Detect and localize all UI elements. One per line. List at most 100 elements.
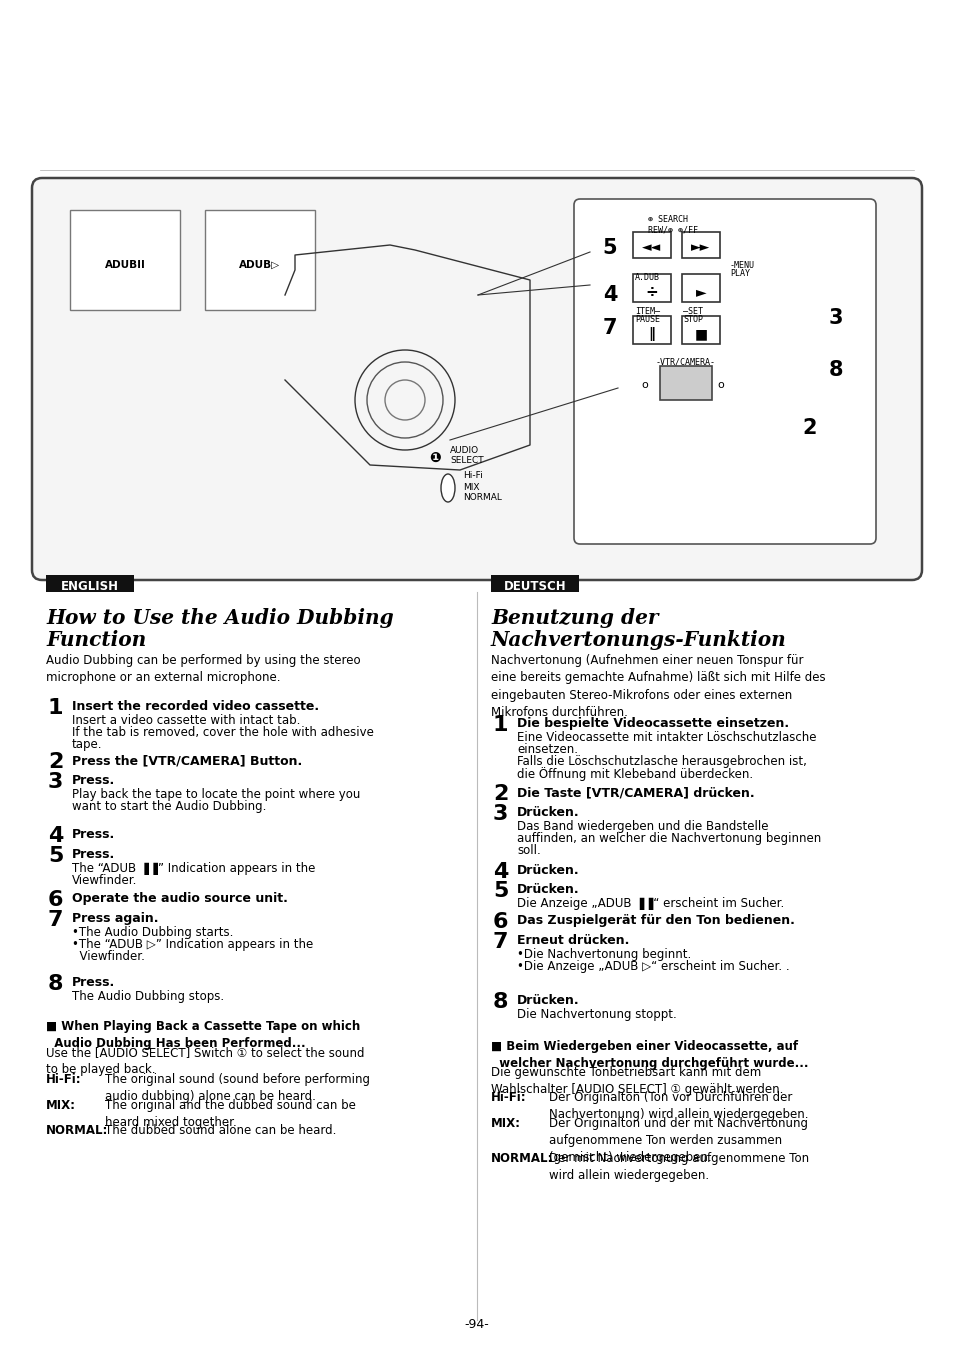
Text: Play back the tape to locate the point where you: Play back the tape to locate the point w… — [71, 789, 360, 801]
Text: ❶: ❶ — [429, 452, 440, 465]
Text: Press again.: Press again. — [71, 913, 158, 925]
Text: ⊛ SEARCH: ⊛ SEARCH — [647, 216, 687, 225]
Text: 5: 5 — [493, 882, 508, 900]
Bar — [681, 315, 720, 344]
Text: Operate the audio source unit.: Operate the audio source unit. — [71, 892, 288, 905]
Bar — [681, 232, 720, 257]
Text: Audio Dubbing can be performed by using the stereo
microphone or an external mic: Audio Dubbing can be performed by using … — [46, 654, 360, 685]
Text: Hi-Fi:: Hi-Fi: — [491, 1091, 526, 1104]
Text: The Audio Dubbing stops.: The Audio Dubbing stops. — [71, 989, 224, 1003]
Text: Function: Function — [46, 630, 146, 650]
Text: AUDIO
SELECT: AUDIO SELECT — [450, 446, 483, 465]
Bar — [659, 367, 711, 400]
Text: The “ADUB ▐▐” Indication appears in the: The “ADUB ▐▐” Indication appears in the — [71, 861, 315, 875]
Text: •The “ADUB ▷” Indication appears in the: •The “ADUB ▷” Indication appears in the — [71, 938, 313, 950]
Text: Viewfinder.: Viewfinder. — [71, 874, 137, 887]
Text: 5: 5 — [602, 239, 617, 257]
Text: MIX: MIX — [462, 483, 479, 492]
Text: ITEM—: ITEM— — [635, 306, 659, 315]
Text: -MENU: -MENU — [729, 260, 754, 270]
Text: PLAY: PLAY — [729, 270, 749, 279]
Text: Der Originalton (Ton vor Durchführen der
Nachvertonung) wird allein wiedergegebe: Der Originalton (Ton vor Durchführen der… — [548, 1091, 807, 1122]
Text: 8: 8 — [48, 975, 64, 993]
Text: ENGLISH: ENGLISH — [61, 580, 119, 593]
Text: The original and the dubbed sound can be
heard mixed together.: The original and the dubbed sound can be… — [105, 1099, 355, 1130]
Text: 1: 1 — [48, 698, 64, 718]
Text: -94-: -94- — [464, 1318, 489, 1332]
Text: Press the [VTR/CAMERA] Button.: Press the [VTR/CAMERA] Button. — [71, 754, 302, 767]
Text: want to start the Audio Dubbing.: want to start the Audio Dubbing. — [71, 799, 266, 813]
Text: 7: 7 — [602, 318, 617, 338]
Text: ►►: ►► — [691, 241, 710, 255]
Text: 7: 7 — [493, 931, 508, 952]
Bar — [205, 210, 314, 310]
Bar — [70, 210, 180, 310]
Text: 8: 8 — [493, 992, 508, 1012]
Text: Use the [AUDIO SELECT] Switch ① to select the sound
to be played back.: Use the [AUDIO SELECT] Switch ① to selec… — [46, 1046, 364, 1076]
Text: ►: ► — [695, 284, 705, 299]
Text: Die gewünschte Tonbetriebsart kann mit dem
Wahlschalter [AUDIO SELECT] ① gewählt: Die gewünschte Tonbetriebsart kann mit d… — [491, 1066, 782, 1096]
Text: 6: 6 — [493, 913, 508, 931]
Ellipse shape — [440, 474, 455, 501]
Text: STOP: STOP — [682, 314, 702, 324]
Text: Insert a video cassette with intact tab.: Insert a video cassette with intact tab. — [71, 714, 300, 727]
Text: o: o — [641, 380, 648, 390]
Text: —SET: —SET — [682, 306, 702, 315]
Text: o: o — [717, 380, 723, 390]
Text: MIX:: MIX: — [46, 1099, 76, 1112]
Text: ■ Beim Wiedergeben einer Videocassette, auf
  welcher Nachvertonung durchgeführt: ■ Beim Wiedergeben einer Videocassette, … — [491, 1041, 807, 1070]
Text: ‖: ‖ — [648, 328, 655, 341]
Text: Insert the recorded video cassette.: Insert the recorded video cassette. — [71, 700, 319, 713]
Text: 2: 2 — [801, 418, 817, 438]
Text: 4: 4 — [48, 826, 63, 847]
Text: soll.: soll. — [517, 844, 540, 857]
Text: MIX:: MIX: — [491, 1117, 520, 1130]
Text: ADUB▷: ADUB▷ — [239, 260, 280, 270]
Text: Drücken.: Drücken. — [517, 993, 579, 1007]
Text: Die bespielte Videocassette einsetzen.: Die bespielte Videocassette einsetzen. — [517, 717, 788, 731]
Text: Press.: Press. — [71, 976, 115, 989]
Text: Das Band wiedergeben und die Bandstelle: Das Band wiedergeben und die Bandstelle — [517, 820, 768, 833]
Text: •Die Nachvertonung beginnt.: •Die Nachvertonung beginnt. — [517, 948, 691, 961]
Text: How to Use the Audio Dubbing: How to Use the Audio Dubbing — [46, 608, 394, 628]
Text: 6: 6 — [48, 890, 64, 910]
Text: The dubbed sound alone can be heard.: The dubbed sound alone can be heard. — [105, 1124, 336, 1136]
Text: Viewfinder.: Viewfinder. — [71, 950, 145, 962]
Text: 2: 2 — [493, 785, 508, 803]
Text: 3: 3 — [493, 803, 508, 824]
Text: 7: 7 — [48, 910, 64, 930]
Text: Erneut drücken.: Erneut drücken. — [517, 934, 629, 948]
Text: 8: 8 — [828, 360, 842, 380]
Text: Falls die Löschschutzlasche herausgebrochen ist,: Falls die Löschschutzlasche herausgebroc… — [517, 755, 806, 768]
Text: Hi-Fi: Hi-Fi — [462, 472, 482, 480]
Text: 3: 3 — [48, 772, 63, 793]
Text: 1: 1 — [493, 714, 508, 735]
Text: Press.: Press. — [71, 828, 115, 841]
Text: •Die Anzeige „ADUB ▷“ erscheint im Sucher. .: •Die Anzeige „ADUB ▷“ erscheint im Suche… — [517, 960, 789, 973]
Text: ◄◄: ◄◄ — [641, 241, 661, 255]
Text: REW/⊛ ⊛/FF: REW/⊛ ⊛/FF — [647, 225, 698, 235]
Text: Die Anzeige „ADUB ▐▐“ erscheint im Sucher.: Die Anzeige „ADUB ▐▐“ erscheint im Suche… — [517, 896, 783, 910]
Text: Benutzung der: Benutzung der — [491, 608, 658, 628]
Text: Drücken.: Drücken. — [517, 806, 579, 820]
Text: •The Audio Dubbing starts.: •The Audio Dubbing starts. — [71, 926, 233, 940]
Text: die Öffnung mit Klebeband überdecken.: die Öffnung mit Klebeband überdecken. — [517, 767, 752, 780]
Text: ■ When Playing Back a Cassette Tape on which
  Audio Dubbing Has been Performed.: ■ When Playing Back a Cassette Tape on w… — [46, 1020, 360, 1050]
Text: 4: 4 — [493, 861, 508, 882]
Text: Das Zuspielgerät für den Ton bedienen.: Das Zuspielgerät für den Ton bedienen. — [517, 914, 794, 927]
FancyBboxPatch shape — [574, 200, 875, 545]
Text: Drücken.: Drücken. — [517, 864, 579, 878]
Bar — [491, 576, 578, 592]
Text: einsetzen.: einsetzen. — [517, 743, 578, 756]
Text: -VTR/CAMERA-: -VTR/CAMERA- — [656, 357, 716, 367]
Text: ■: ■ — [694, 328, 707, 341]
Bar — [633, 232, 670, 257]
Text: tape.: tape. — [71, 737, 102, 751]
Text: auffinden, an welcher die Nachvertonung beginnen: auffinden, an welcher die Nachvertonung … — [517, 832, 821, 845]
Text: Die Taste [VTR/CAMERA] drücken.: Die Taste [VTR/CAMERA] drücken. — [517, 786, 754, 799]
Text: A.DUB: A.DUB — [635, 274, 659, 283]
Text: Nachvertonung (Aufnehmen einer neuen Tonspur für
eine bereits gemachte Aufnahme): Nachvertonung (Aufnehmen einer neuen Ton… — [491, 654, 824, 720]
Text: 2: 2 — [48, 752, 63, 772]
Text: 4: 4 — [602, 284, 617, 305]
Text: Press.: Press. — [71, 848, 115, 861]
